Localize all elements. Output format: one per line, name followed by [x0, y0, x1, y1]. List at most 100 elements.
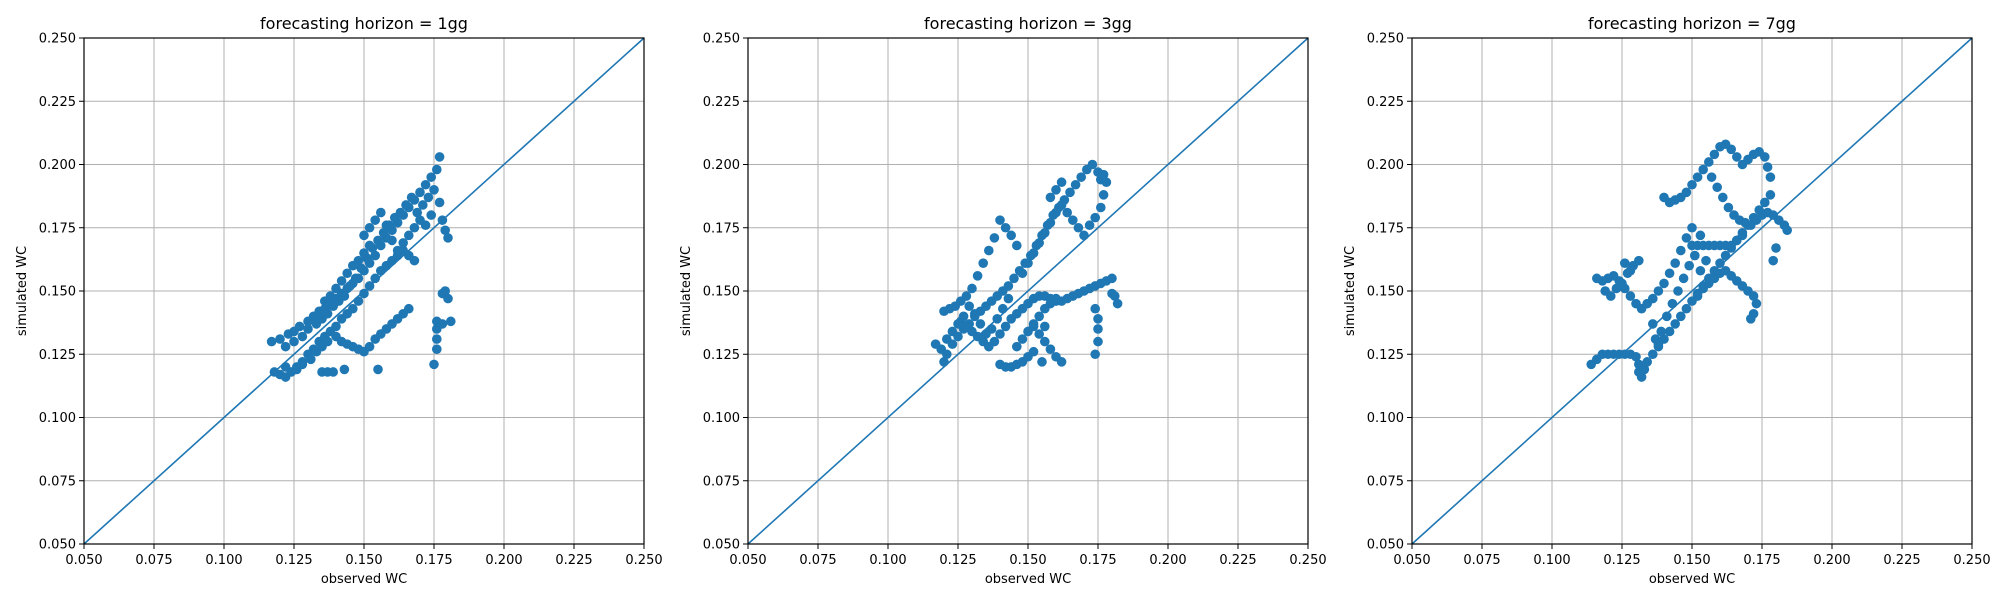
data-point — [1634, 255, 1644, 266]
data-point — [1678, 273, 1689, 284]
data-point — [939, 306, 949, 317]
data-point — [426, 210, 437, 220]
data-point — [1659, 192, 1669, 203]
y-tick-label: 0.125 — [39, 348, 76, 363]
y-tick-label: 0.075 — [703, 474, 740, 489]
data-point — [1065, 187, 1075, 198]
data-point — [356, 263, 367, 274]
data-point — [373, 364, 383, 375]
x-tick-label: 0.125 — [939, 553, 976, 568]
subplot-title: forecasting horizon = 1gg — [260, 14, 468, 33]
y-tick-label: 0.200 — [1367, 158, 1404, 173]
data-point — [1056, 177, 1067, 188]
data-point — [1098, 190, 1109, 200]
data-point — [1648, 349, 1658, 360]
data-point — [1653, 339, 1664, 349]
y-tick-label: 0.050 — [703, 538, 740, 553]
x-tick-label: 0.100 — [205, 553, 242, 568]
data-point — [1009, 273, 1019, 284]
data-point — [1732, 152, 1742, 162]
data-point — [434, 197, 445, 208]
y-tick-label: 0.125 — [703, 348, 740, 363]
data-point — [423, 192, 434, 203]
data-point — [1715, 141, 1725, 152]
data-point — [1028, 319, 1039, 329]
data-point — [1631, 298, 1641, 309]
data-point — [359, 248, 369, 258]
y-tick-label: 0.125 — [1367, 348, 1404, 363]
data-point — [1653, 286, 1664, 296]
data-point — [443, 233, 453, 243]
data-point — [1606, 291, 1616, 301]
data-point — [426, 172, 437, 182]
data-point — [989, 336, 1000, 347]
y-tick-label: 0.150 — [703, 285, 740, 300]
x-tick-label: 0.125 — [1603, 553, 1640, 568]
data-point — [1012, 341, 1022, 352]
data-point — [1659, 278, 1669, 289]
data-point — [1718, 192, 1728, 203]
data-point — [364, 240, 375, 251]
data-point — [1034, 329, 1044, 339]
data-point — [406, 192, 417, 203]
data-point — [370, 250, 381, 261]
data-point — [1701, 255, 1711, 266]
data-point — [1692, 172, 1703, 182]
data-point — [420, 179, 431, 190]
data-point — [294, 321, 305, 332]
x-tick-label: 0.100 — [869, 553, 906, 568]
data-point — [1000, 321, 1011, 332]
data-point — [1034, 238, 1044, 248]
data-point — [1709, 149, 1720, 160]
x-axis-label: observed WC — [985, 572, 1071, 587]
data-point — [1070, 179, 1081, 190]
data-point — [348, 260, 358, 271]
data-point — [409, 222, 420, 233]
data-point — [1017, 268, 1028, 279]
data-point — [1748, 291, 1759, 301]
data-point — [1723, 202, 1734, 213]
data-point — [359, 288, 369, 299]
data-point — [1692, 291, 1703, 301]
data-point — [1765, 172, 1776, 182]
data-point — [1045, 344, 1056, 354]
data-point — [336, 276, 347, 286]
data-point — [266, 336, 277, 347]
data-point — [975, 319, 986, 329]
data-point — [1037, 357, 1047, 367]
data-point — [1068, 215, 1078, 225]
data-point — [1687, 222, 1697, 233]
x-tick-label: 0.250 — [625, 553, 662, 568]
data-point — [280, 362, 291, 372]
x-tick-label: 0.125 — [275, 553, 312, 568]
data-point — [1107, 288, 1117, 299]
data-point — [992, 314, 1002, 324]
data-point — [1090, 212, 1100, 223]
y-tick-label: 0.100 — [703, 411, 740, 426]
data-point — [1662, 311, 1672, 322]
data-point — [437, 215, 448, 225]
data-point — [1712, 182, 1722, 193]
data-point — [364, 341, 375, 352]
x-tick-label: 0.250 — [1289, 553, 1326, 568]
data-point — [1625, 291, 1636, 301]
data-point — [331, 321, 341, 332]
data-point — [275, 334, 285, 344]
scatter-points — [1586, 139, 1792, 382]
data-point — [1040, 228, 1050, 238]
data-point — [1620, 258, 1630, 268]
data-point — [1090, 303, 1100, 314]
data-point — [1617, 278, 1627, 289]
data-point — [289, 336, 299, 347]
data-point — [364, 281, 375, 291]
y-tick-label: 0.175 — [703, 221, 740, 236]
data-point — [1690, 250, 1700, 261]
x-axis-ticks: 0.050 0.075 0.100 0.125 0.150 0.175 0.200 0.225… — [1393, 544, 1991, 568]
data-point — [370, 273, 381, 284]
subplot-horizon-7: 0.050 0.075 0.100 0.125 0.150 0.175 0.200 0.225… — [1343, 14, 1991, 587]
data-point — [1760, 197, 1770, 208]
data-point — [1023, 258, 1033, 268]
data-point — [1648, 319, 1658, 329]
data-point — [1023, 326, 1033, 337]
data-point — [1720, 250, 1731, 261]
